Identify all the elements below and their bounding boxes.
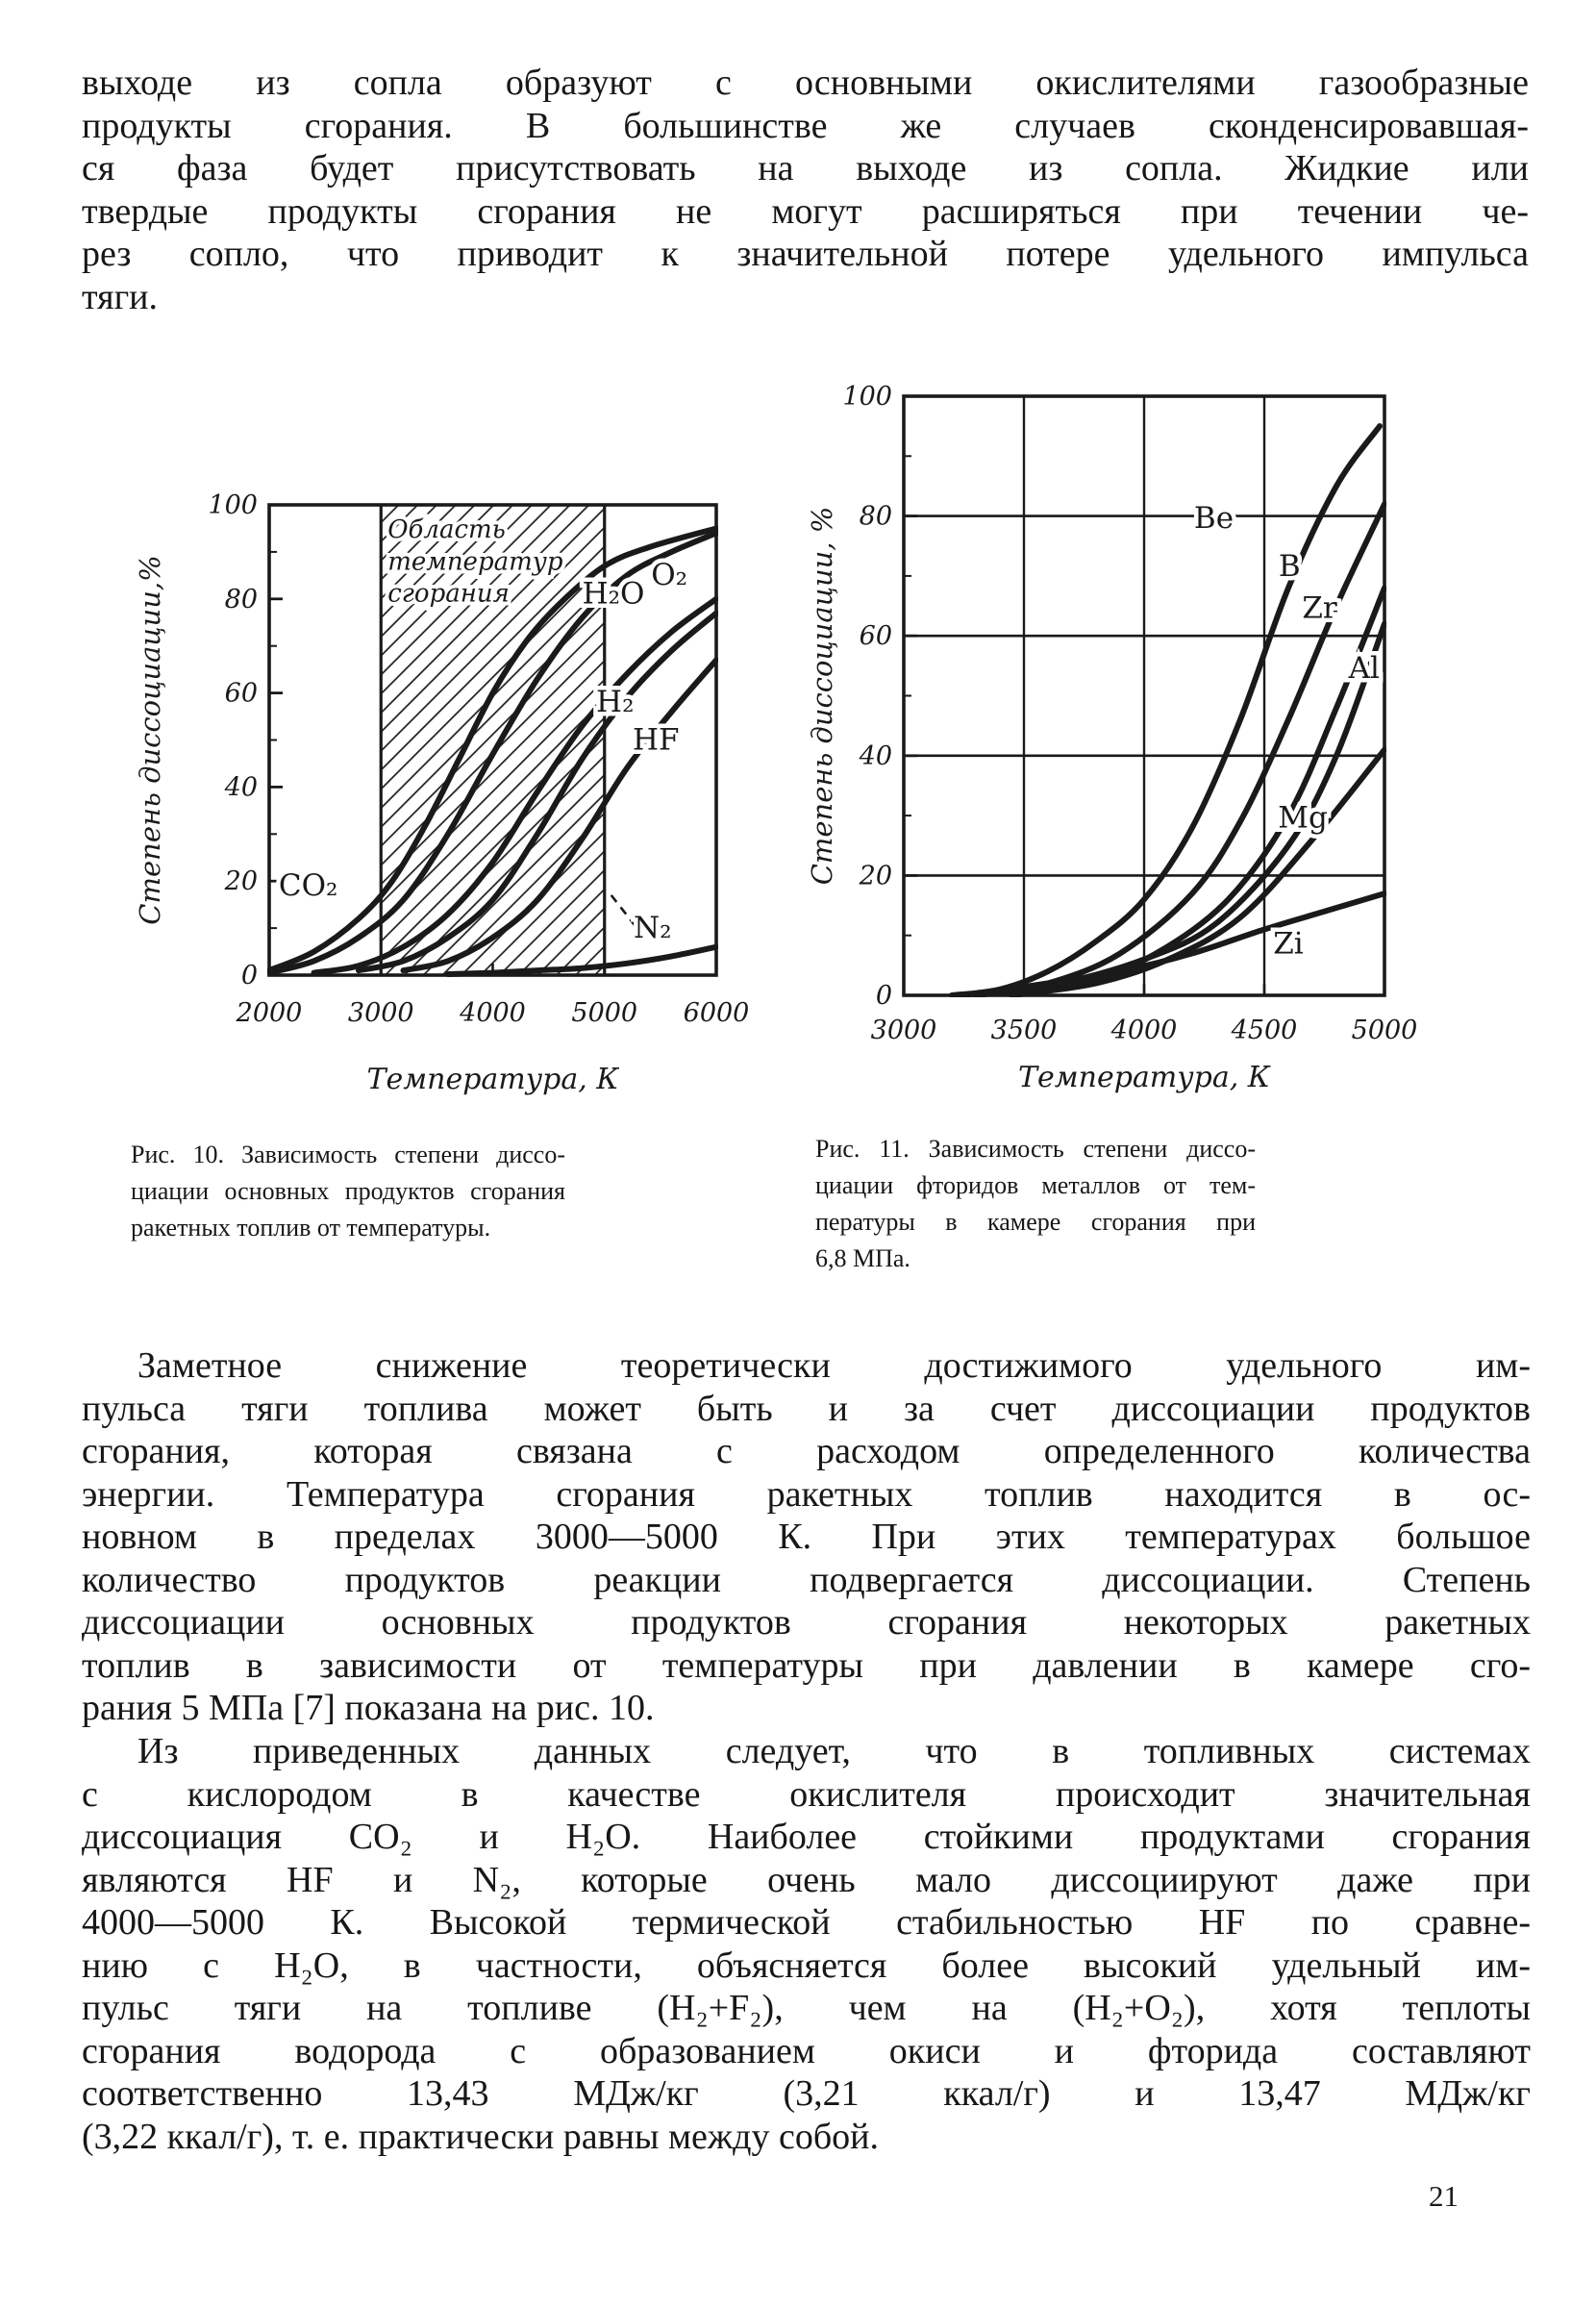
series-label-H₂: H₂ (596, 685, 634, 719)
band-label-line: Область (387, 515, 506, 544)
figure-10-chart: 2000 3000 4000 5000 6000 0 20 40 60 80 100 Температ… (134, 490, 750, 1096)
paragraph-top: выходе из сопла образуют с основными оки… (82, 62, 1529, 318)
figure-11-chart: 3000 3500 4000 4500 5000 0 20 40 60 80 100 Температ… (806, 382, 1418, 1094)
series-label-Be: Be (1194, 501, 1234, 536)
text-line: нию с H₂O, в частности, объясняется боле… (82, 1944, 1531, 1986)
y-tick-label: 60 (860, 621, 892, 651)
y-tick-label: 80 (860, 502, 892, 532)
x-tick-label: 5000 (571, 998, 637, 1028)
y-axis-title: Степень диссоциации, % (806, 507, 838, 886)
text-line: топлив в зависимости от температуры при … (82, 1644, 1531, 1686)
text-line: диссоциация CO₂ и H₂O. Наиболее стойкими… (82, 1817, 1531, 1857)
x-tick-label: 3000 (348, 998, 414, 1028)
text-line: Из приведенных данных следует, что в топ… (137, 1731, 1531, 1771)
text-line: тяги. (82, 276, 159, 317)
text-line: сгорания водорода с образованием окиси и… (82, 2030, 1531, 2071)
text-line: выходе из сопла образуют с основными оки… (82, 63, 1529, 103)
x-axis-title: Температура, К (1018, 1061, 1271, 1094)
band-label-line: сгорания (387, 580, 510, 609)
figure-10-caption: Рис. 10. Зависимость степени диссо-циаци… (131, 1137, 565, 1246)
text-line: сгорания, которая связана с расходом опр… (82, 1431, 1531, 1471)
text-line: Рис. 11. Зависимость степени диссо- (815, 1135, 1256, 1163)
band-label-line: температур (387, 547, 563, 576)
series-label-Mg: Mg (1278, 801, 1328, 836)
text-line: пературы в камере сгорания при (815, 1208, 1256, 1236)
curve-Mg (1009, 746, 1386, 997)
curve-CO₂ (267, 525, 718, 974)
y-tick-label: 20 (859, 861, 892, 891)
text-line: соответственно 13,43 МДж/кг (3,21 ккал/г… (82, 2073, 1531, 2114)
x-tick-label: 4000 (459, 998, 526, 1028)
series-label-CO₂: CO₂ (279, 868, 338, 903)
y-tick-label: 100 (208, 490, 258, 520)
text-line: циации фторидов металлов от тем- (815, 1171, 1256, 1199)
text-line: энергии. Температура сгорания ракетных т… (82, 1473, 1531, 1515)
text-line: пульс тяги на топливе (H₂+F₂), чем на (H… (82, 1988, 1531, 2028)
curve-O₂ (311, 595, 718, 976)
y-tick-label: 80 (225, 585, 258, 615)
text-line: 6,8 МПа. (815, 1244, 910, 1272)
curve-Zr (1009, 585, 1386, 997)
y-axis-title: Степень диссоциации,% (134, 555, 166, 924)
figure-11-caption: Рис. 11. Зависимость степени диссо-циаци… (815, 1131, 1256, 1277)
label-leader (610, 894, 638, 929)
curve-H₂ (356, 610, 718, 974)
curve-Be (949, 423, 1383, 997)
series-label-O₂: O₂ (651, 558, 687, 592)
text-line: диссоциации основных продуктов сгорания … (82, 1602, 1531, 1643)
text-line: Заметное снижение теоретически достижимо… (137, 1345, 1531, 1386)
text-line: твердые продукты сгорания не могут расши… (82, 190, 1529, 232)
series-label-B: B (1279, 549, 1301, 584)
y-tick-label: 40 (224, 772, 258, 802)
x-tick-label: 3000 (871, 1016, 937, 1045)
text-line: циации основных продуктов сгорания (131, 1177, 565, 1205)
paragraph-body-2: Из приведенных данных следует, что в топ… (82, 1730, 1531, 2158)
text-line: новном в пределах 3000—5000 К. При этих … (82, 1517, 1531, 1557)
series-label-Zr: Zr (1302, 591, 1337, 626)
x-tick-label: 4000 (1110, 1016, 1178, 1045)
series-label-N₂: N₂ (634, 911, 672, 945)
series-label-H₂O: H₂O (583, 577, 645, 612)
text-line: рез сопло, что приводит к значительной п… (82, 234, 1529, 274)
series-label-Al: Al (1348, 651, 1380, 686)
text-line: с кислородом в качестве окислителя проис… (82, 1773, 1531, 1815)
text-line: рания 5 МПа [7] показана на рис. 10. (82, 1688, 655, 1728)
page-number: 21 (1429, 2179, 1459, 2213)
y-tick-label: 60 (225, 679, 258, 709)
y-tick-label: 40 (859, 741, 892, 771)
text-line: продукты сгорания. В большинстве же случ… (82, 105, 1529, 146)
paragraph-body-1: Заметное снижение теоретически достижимо… (82, 1344, 1531, 1730)
text-line: ракетных топлив от температуры. (131, 1214, 491, 1242)
curve-Zi (960, 891, 1386, 997)
text-line: (3,22 ккал/г), т. е. практически равны м… (82, 2116, 879, 2157)
text-line: пульса тяги топлива может быть и за счет… (82, 1388, 1531, 1429)
series-label-Zi: Zi (1273, 926, 1304, 961)
y-tick-label: 0 (241, 961, 258, 991)
x-tick-label: 6000 (684, 998, 750, 1028)
x-tick-label: 5000 (1352, 1016, 1418, 1045)
text-line: являются HF и N₂, которые очень мало дис… (82, 1859, 1531, 1900)
text-line: 4000—5000 К. Высокой термической стабиль… (82, 1902, 1531, 1943)
y-tick-label: 20 (224, 866, 258, 896)
x-tick-label: 2000 (236, 998, 303, 1028)
text-line: количество продуктов реакции подвергаетс… (82, 1559, 1531, 1600)
text-line: ся фаза будет присутствовать на выходе и… (82, 148, 1529, 188)
x-axis-title: Температура, К (366, 1063, 619, 1096)
x-tick-label: 4500 (1231, 1016, 1298, 1045)
y-tick-label: 100 (842, 382, 892, 412)
y-tick-label: 0 (876, 981, 892, 1011)
curve-H₂O (267, 530, 718, 976)
x-tick-label: 3500 (991, 1016, 1058, 1045)
curve-HF (400, 657, 718, 974)
curve-B (973, 501, 1386, 997)
series-label-HF: HF (633, 722, 680, 757)
text-line: Рис. 10. Зависимость степени диссо- (131, 1141, 565, 1168)
